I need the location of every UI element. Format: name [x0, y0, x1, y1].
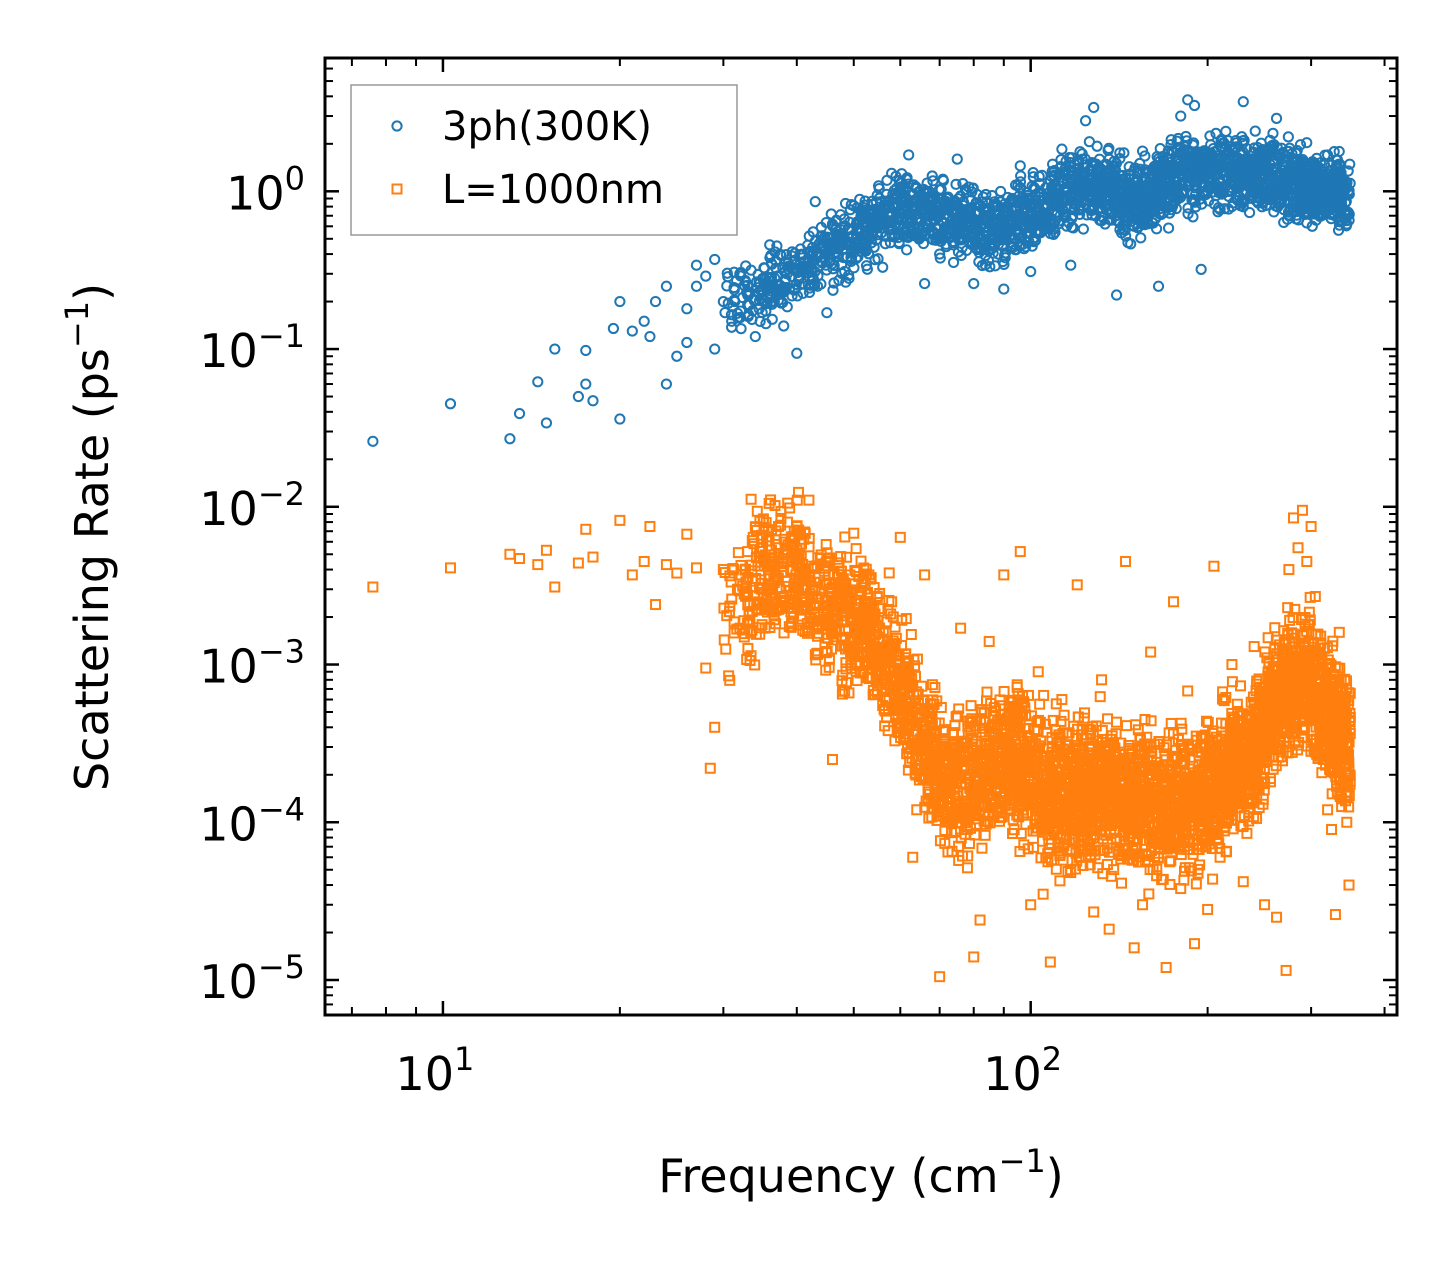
cloud-3ph-403 [1267, 127, 1279, 139]
cloud-3ph-531 [803, 286, 816, 298]
cloud-3ph-308 [1243, 206, 1256, 219]
point-3ph-5 [540, 417, 553, 429]
cloud-3ph-610 [1249, 125, 1261, 137]
point-3ph-54 [919, 277, 931, 290]
point-3ph-58 [951, 153, 963, 165]
point-3ph-75 [1088, 101, 1100, 114]
cloud-3ph-975 [1203, 195, 1215, 207]
cloud-3ph-776 [833, 274, 845, 286]
cloud-3ph-914 [1114, 147, 1126, 159]
point-3ph-8 [580, 378, 592, 390]
cloud-3ph-393 [901, 244, 913, 256]
cloud-3ph-415 [1219, 203, 1231, 215]
point-3ph-25 [700, 270, 712, 282]
point-3ph-20 [671, 350, 683, 362]
point-3ph-64 [998, 283, 1010, 295]
cloud-3ph-815 [950, 178, 962, 190]
cloud-3ph-1058 [1074, 208, 1086, 220]
point-3ph-19 [660, 280, 673, 292]
point-3ph-4 [532, 376, 544, 388]
cloud-3ph-1318 [1294, 139, 1307, 151]
point-3ph-88 [1188, 99, 1201, 112]
cloud-3ph-816 [1212, 202, 1225, 214]
point-3ph-55 [926, 170, 938, 182]
point-3ph-23 [690, 280, 703, 292]
point-3ph-6 [549, 343, 561, 355]
cloud-3ph-402 [1190, 201, 1202, 213]
point-3ph-60 [968, 277, 980, 290]
point-3ph-21 [681, 336, 693, 349]
point-3ph-16 [644, 330, 656, 343]
point-3ph-72 [1065, 259, 1077, 271]
point-3ph-89 [1195, 263, 1207, 275]
point-3ph-67 [1025, 265, 1037, 278]
cloud-3ph-1160 [897, 222, 909, 235]
point-3ph-15 [638, 315, 650, 327]
point-3ph-96 [1270, 112, 1283, 124]
point-3ph-78 [1110, 289, 1123, 301]
point-3ph-93 [1237, 96, 1249, 108]
point-3ph-87 [1182, 94, 1194, 106]
point-3ph-0 [367, 435, 379, 447]
point-3ph-9 [587, 395, 599, 407]
point-3ph-26 [709, 253, 721, 266]
series-3ph-points [367, 94, 1356, 447]
point-3ph-83 [1152, 280, 1165, 292]
point-3ph-17 [649, 295, 662, 308]
point-3ph-14 [626, 325, 638, 337]
point-3ph-49 [877, 261, 889, 273]
point-3ph-56 [934, 248, 946, 260]
point-3ph-38 [791, 347, 803, 359]
cloud-3ph-887 [802, 279, 814, 291]
cloud-3ph-1312 [1091, 140, 1103, 152]
cloud-3ph-318 [1086, 209, 1098, 221]
point-3ph-36 [778, 320, 790, 332]
point-3ph-52 [903, 149, 915, 161]
point-3ph-27 [709, 343, 721, 355]
cloud-3ph-533 [879, 238, 892, 250]
point-3ph-41 [809, 196, 821, 208]
point-3ph-3 [513, 407, 526, 420]
cloud-3ph-167 [947, 256, 960, 269]
cloud-3ph-1333 [1278, 216, 1290, 229]
point-3ph-24 [690, 259, 703, 271]
cloud-3ph-1202 [999, 247, 1012, 259]
point-3ph-2 [504, 433, 516, 445]
cloud-3ph-453 [1139, 150, 1151, 162]
cloud-3ph-941 [979, 249, 992, 262]
cloud-3ph-978 [766, 313, 778, 325]
point-3ph-43 [821, 307, 833, 319]
point-3ph-13 [614, 295, 626, 308]
point-3ph-12 [607, 322, 620, 335]
cloud-3ph-1128 [1066, 152, 1078, 164]
point-3ph-7 [572, 390, 584, 403]
point-3ph-71 [1056, 143, 1068, 155]
cloud-3ph-287 [1125, 238, 1137, 250]
point-3ph-74 [1079, 115, 1092, 127]
point-3ph-32 [749, 330, 761, 343]
point-3ph-10 [614, 413, 626, 425]
point-3ph-28 [717, 295, 729, 308]
point-3ph-11 [580, 344, 592, 357]
point-3ph-22 [681, 303, 693, 315]
point-3ph-1 [444, 398, 457, 410]
point-3ph-18 [660, 378, 673, 390]
point-3ph-86 [1175, 110, 1187, 122]
